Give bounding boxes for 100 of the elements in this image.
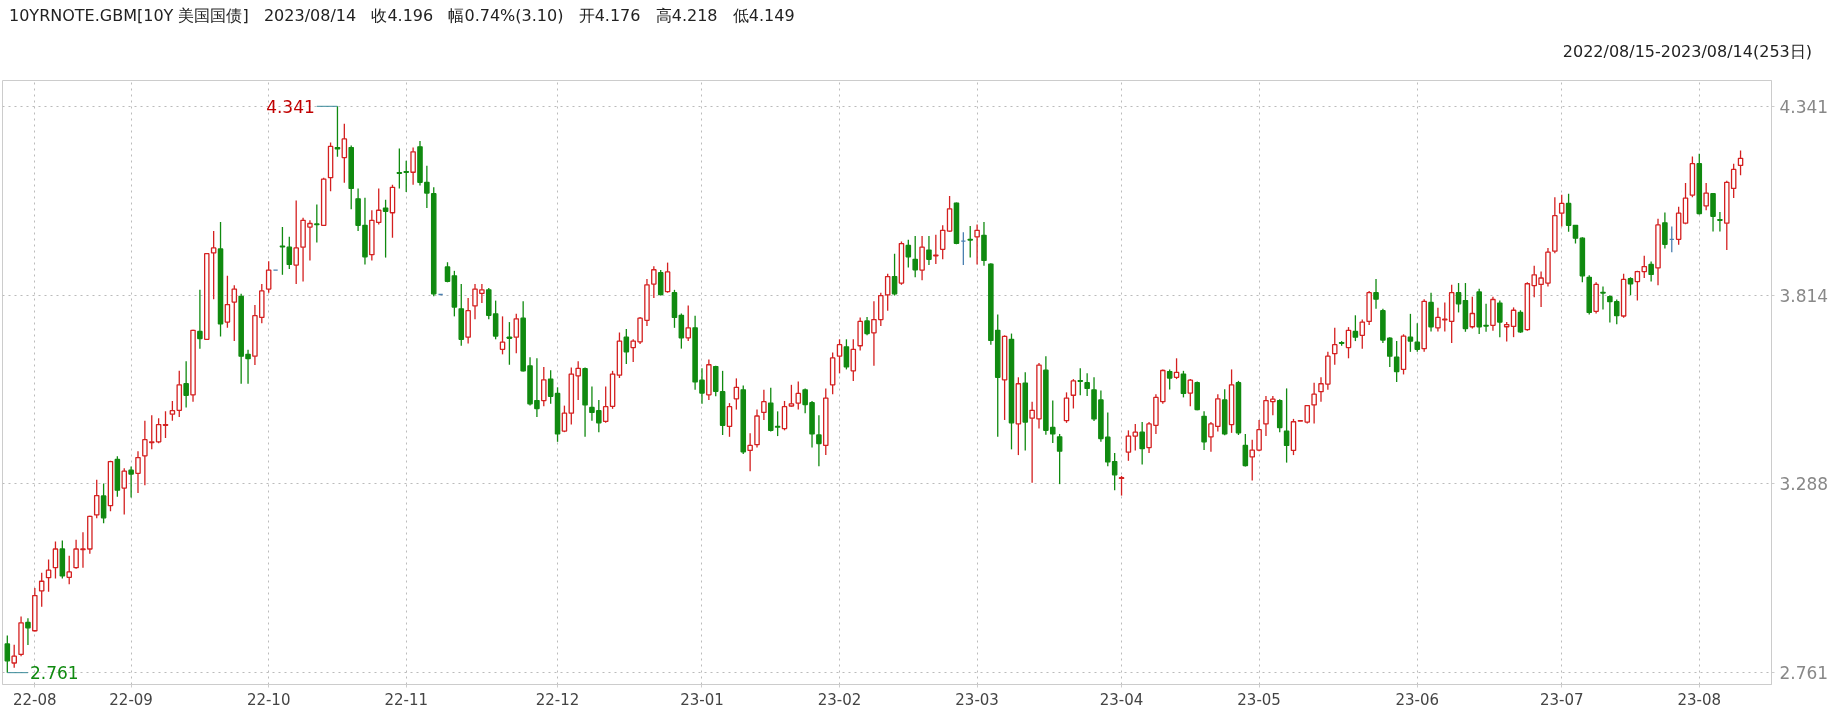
candlestick [410, 146, 416, 186]
candlestick [224, 275, 231, 329]
candlestick [135, 450, 141, 494]
candlestick [265, 260, 272, 294]
candlestick [11, 644, 17, 669]
candlestick [4, 634, 11, 674]
annotation: 4.341 [266, 96, 315, 117]
candlestick [334, 105, 341, 158]
candlestick [382, 199, 389, 259]
candlestick [602, 385, 609, 424]
x-tick-label: 23-04 [1099, 690, 1144, 708]
candlestick [1373, 278, 1379, 310]
candlestick [685, 304, 692, 342]
x-tick-label: 23-03 [955, 690, 999, 708]
candlestick [919, 235, 925, 281]
candlestick [169, 400, 176, 422]
candlestick [121, 467, 128, 516]
candlestick [66, 555, 72, 585]
candlestick [795, 380, 802, 411]
x-tick-label: 23-01 [680, 690, 724, 708]
candlestick [678, 312, 685, 350]
candlestick [1180, 370, 1187, 399]
candlestick [1173, 357, 1180, 380]
candlestick [946, 195, 953, 233]
x-tick-label: 22-11 [384, 690, 429, 708]
x-tick-label: 23-05 [1237, 690, 1281, 708]
candlestick [939, 224, 946, 261]
candlestick [1256, 419, 1262, 452]
candlestick [623, 328, 630, 365]
candlestick [1662, 211, 1668, 250]
candlestick [396, 147, 403, 190]
candlestick [726, 402, 733, 438]
candlestick [664, 261, 671, 294]
candlestick [231, 284, 238, 342]
candlestick [1063, 391, 1070, 424]
y-tick-label: 2.761 [1779, 663, 1829, 684]
y-tick-label: 4.341 [1779, 96, 1829, 117]
candlestick [279, 226, 286, 276]
candlestick [1311, 382, 1317, 425]
candlestick [162, 410, 169, 439]
candlestick [314, 203, 320, 244]
candlestick [1565, 193, 1572, 233]
candlestick [1352, 314, 1359, 342]
x-tick-label: 22-08 [13, 690, 57, 708]
candlestick [1572, 224, 1579, 245]
candlestick [293, 199, 299, 285]
candlestick [1187, 378, 1194, 407]
candlestick [1648, 260, 1654, 283]
candlestick [974, 223, 980, 266]
candlestick [561, 404, 568, 433]
candlestick [1139, 421, 1145, 466]
annotation: 2.761 [29, 663, 79, 684]
y-tick-label: 3.288 [1779, 474, 1829, 495]
candlestick [1331, 327, 1338, 366]
candlestick [547, 369, 554, 405]
candlestick [657, 269, 664, 297]
candlestick [884, 273, 891, 312]
candlestick [864, 316, 870, 337]
x-tick-label: 23-02 [817, 690, 862, 708]
candlestick [1242, 433, 1249, 468]
candlestick [1359, 318, 1366, 350]
x-tick-label: 22-09 [109, 690, 153, 708]
candlestick [912, 235, 918, 278]
text: 2022/08/15-2023/08/14(253日) [1562, 41, 1812, 63]
candlestick [1118, 475, 1125, 497]
candlestick [38, 572, 45, 608]
candlestick [761, 389, 767, 421]
candlestick [25, 617, 31, 646]
candlestick [93, 479, 100, 519]
candlestick [52, 540, 59, 580]
x-tick-label: 23-08 [1677, 690, 1722, 708]
chart-title: 10YRNOTE.GBM[10Y 美国国债] 2023/08/14 收4.196 幅0.74%(3.10) 开4.176 高4.218 低4.149 [9, 5, 795, 27]
candlestick [1077, 367, 1084, 396]
candlestick [1283, 387, 1290, 464]
candlestick [1717, 211, 1723, 233]
candlestick [341, 123, 348, 184]
candlestick [1497, 299, 1503, 338]
candlestick [1703, 182, 1709, 211]
candlestick [1600, 285, 1606, 311]
candlestick [651, 265, 657, 299]
candlestick [1558, 194, 1565, 228]
candlestick [403, 160, 410, 193]
x-tick-label: 23-07 [1539, 690, 1584, 708]
candlestick [1407, 313, 1414, 353]
candlestick [850, 338, 857, 382]
candlestick [1070, 378, 1077, 410]
candlestick [933, 233, 939, 265]
candlestick [183, 360, 189, 409]
candlestick [747, 432, 753, 472]
candlestick [816, 414, 822, 467]
candlestick [1132, 423, 1139, 452]
candlestick [1455, 282, 1462, 314]
candlestick [210, 230, 217, 300]
x-tick-label: 22-10 [246, 690, 291, 708]
x-tick-label: 23-06 [1395, 690, 1440, 708]
candlestick [1084, 372, 1090, 397]
candlestick [926, 235, 932, 266]
candlestick [513, 313, 520, 354]
candlestick [100, 482, 107, 524]
candlestick [967, 225, 973, 259]
